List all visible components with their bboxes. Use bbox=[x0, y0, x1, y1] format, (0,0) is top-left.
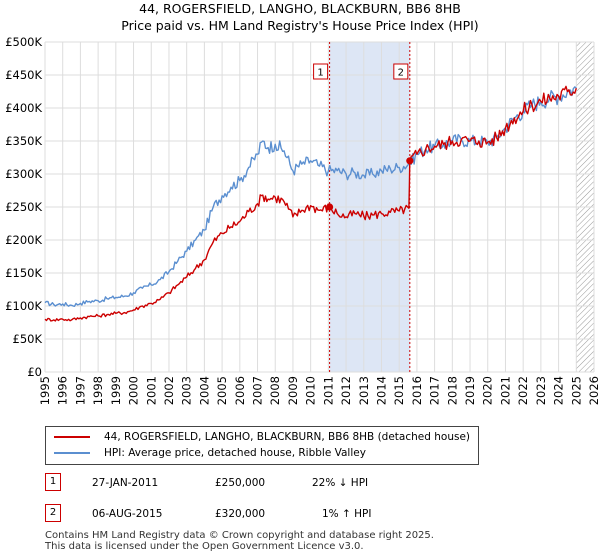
legend-swatch-red bbox=[54, 436, 90, 438]
y-tick-label: £300K bbox=[5, 167, 42, 181]
y-tick-label: £350K bbox=[5, 134, 42, 148]
y-tick-label: £450K bbox=[5, 68, 42, 82]
x-tick-label: 1998 bbox=[91, 376, 105, 405]
x-tick-label: 2025 bbox=[569, 376, 583, 405]
x-tick-label: 2022 bbox=[516, 376, 530, 405]
price-chart: £0 £50K £100K £150K £200K £250K £300K £350K £400… bbox=[5, 35, 600, 405]
x-tick-label: 2003 bbox=[180, 376, 194, 405]
legend-label-hpi: HPI: Average price, detached house, Ribb… bbox=[104, 447, 366, 459]
x-tick-label: 2018 bbox=[445, 376, 459, 405]
x-tick-label: 2001 bbox=[144, 376, 158, 405]
x-tick-label: 2004 bbox=[197, 376, 211, 405]
legend: 44, ROGERSFIELD, LANGHO, BLACKBURN, BB6 … bbox=[45, 426, 479, 465]
transaction-price: £320,000 bbox=[215, 508, 266, 520]
x-tick-label: 2023 bbox=[534, 376, 548, 405]
x-tick-label: 2014 bbox=[374, 376, 388, 405]
y-tick-label: £400K bbox=[5, 101, 42, 115]
y-tick-label: £100K bbox=[5, 299, 42, 313]
y-tick-label: £500K bbox=[5, 35, 42, 49]
y-tick-label: £200K bbox=[5, 233, 42, 247]
x-tick-label: 2015 bbox=[392, 376, 406, 405]
x-tick-label: 1996 bbox=[56, 376, 70, 405]
annotation-box bbox=[313, 63, 329, 80]
x-tick-label: 2024 bbox=[552, 376, 566, 405]
x-tick-label: 1997 bbox=[73, 376, 87, 405]
y-tick-label: £50K bbox=[13, 332, 43, 346]
x-tick-label: 1999 bbox=[109, 376, 123, 405]
x-tick-label: 2008 bbox=[268, 376, 282, 405]
transaction-point bbox=[325, 203, 334, 211]
x-tick-label: 2010 bbox=[304, 376, 318, 405]
transaction-hpi: 22% ↓ HPI bbox=[312, 477, 369, 489]
annotation-label: 1 bbox=[317, 68, 323, 79]
x-tick-label: 2019 bbox=[463, 376, 477, 405]
footer-line-1: Contains HM Land Registry data © Crown c… bbox=[45, 530, 434, 541]
transaction-hpi: 1% ↑ HPI bbox=[322, 508, 372, 520]
transaction-number: 2 bbox=[45, 504, 61, 522]
transaction-date: 06-AUG-2015 bbox=[92, 508, 163, 520]
x-tick-label: 2005 bbox=[215, 376, 229, 405]
transaction-point bbox=[406, 157, 414, 165]
legend-item-property: 44, ROGERSFIELD, LANGHO, BLACKBURN, BB6 … bbox=[54, 429, 470, 445]
x-tick-label: 2021 bbox=[498, 376, 512, 405]
annotation-label: 2 bbox=[398, 68, 404, 79]
x-tick-label: 2012 bbox=[339, 376, 353, 405]
y-tick-label: £150K bbox=[5, 266, 42, 280]
x-tick-label: 2020 bbox=[481, 376, 495, 405]
footer: Contains HM Land Registry data © Crown c… bbox=[45, 530, 434, 552]
x-tick-label: 2016 bbox=[410, 376, 424, 405]
transaction-number: 1 bbox=[45, 473, 61, 491]
property-series-line bbox=[44, 85, 577, 322]
legend-swatch-blue bbox=[54, 452, 90, 454]
x-tick-label: 2017 bbox=[428, 376, 442, 405]
x-tick-label: 2000 bbox=[127, 376, 141, 405]
x-tick-label: 2013 bbox=[357, 376, 371, 405]
footer-line-2: This data is licensed under the Open Gov… bbox=[45, 541, 364, 552]
y-tick-label: £250K bbox=[5, 200, 42, 214]
x-tick-label: 2026 bbox=[587, 376, 600, 405]
transaction-price: £250,000 bbox=[215, 477, 266, 489]
legend-item-hpi: HPI: Average price, detached house, Ribb… bbox=[54, 445, 366, 461]
x-tick-label: 1995 bbox=[38, 376, 52, 405]
chart-title: 44, ROGERSFIELD, LANGHO, BLACKBURN, BB6 … bbox=[139, 1, 461, 16]
x-tick-label: 2002 bbox=[162, 376, 176, 405]
transaction-date: 27-JAN-2011 bbox=[92, 477, 159, 489]
chart-subtitle: Price paid vs. HM Land Registry's House … bbox=[121, 18, 479, 33]
x-tick-label: 2006 bbox=[233, 376, 247, 405]
x-tick-label: 2011 bbox=[321, 376, 335, 405]
x-tick-label: 2007 bbox=[251, 376, 265, 405]
legend-label-property: 44, ROGERSFIELD, LANGHO, BLACKBURN, BB6 … bbox=[104, 431, 470, 443]
y-tick-label: £0 bbox=[27, 365, 42, 379]
annotation-box bbox=[393, 63, 409, 80]
x-tick-label: 2009 bbox=[286, 376, 300, 405]
